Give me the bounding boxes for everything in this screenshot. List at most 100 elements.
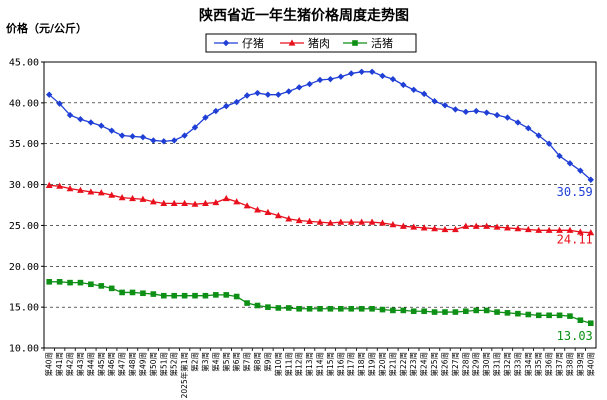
x-tick-label: 第52周 — [169, 352, 179, 377]
data-point — [576, 228, 584, 235]
data-point — [431, 98, 438, 105]
y-tick-label: 45.00 — [9, 58, 39, 69]
data-point — [348, 70, 355, 77]
legend: 仔猪 猪肉 活猪 — [205, 33, 417, 53]
data-point — [442, 309, 448, 315]
data-label: 30.59 — [557, 185, 593, 199]
data-point — [577, 317, 584, 324]
data-point — [566, 160, 574, 167]
data-point — [192, 292, 198, 299]
data-point — [264, 91, 272, 98]
series-group: 30.59 24.11 13.03 — [45, 68, 595, 343]
data-point — [285, 88, 292, 95]
x-tick-label: 第10周 — [273, 352, 283, 377]
series-3: 13.03 — [46, 279, 594, 343]
data-point — [545, 140, 553, 147]
data-point — [337, 218, 345, 225]
data-point — [181, 132, 188, 139]
data-point — [420, 90, 428, 98]
data-point — [150, 137, 157, 144]
x-tick-label: 第3周 — [200, 352, 210, 372]
data-point — [202, 292, 209, 299]
data-point — [212, 107, 220, 115]
data-point — [285, 215, 293, 222]
data-point — [265, 304, 271, 310]
x-tick-label: 第24周 — [419, 352, 429, 377]
data-point — [369, 305, 375, 312]
data-point — [202, 199, 209, 206]
data-point — [483, 109, 490, 116]
data-point — [379, 306, 386, 313]
data-point — [118, 194, 126, 201]
x-tick-label: 第14周 — [315, 352, 325, 377]
data-point — [556, 312, 563, 319]
data-point — [149, 198, 157, 205]
y-tick-label: 20.00 — [9, 262, 39, 273]
data-point — [483, 307, 490, 314]
x-tick-label: 第40周 — [44, 352, 54, 377]
data-point — [295, 216, 303, 224]
x-tick-label: 第48周 — [127, 352, 137, 377]
x-tick-label: 第31周 — [492, 352, 502, 377]
data-point — [264, 208, 272, 215]
data-point — [171, 292, 177, 299]
data-point — [441, 225, 449, 233]
data-point — [587, 320, 594, 327]
data-point — [77, 116, 84, 123]
data-point — [191, 200, 199, 207]
x-tick-label: 2025年第1周 — [179, 352, 189, 398]
data-point — [285, 305, 292, 311]
data-point — [306, 80, 313, 88]
x-tick-label: 第50周 — [148, 352, 158, 377]
x-tick-label: 第16周 — [335, 352, 345, 377]
data-point — [545, 226, 553, 233]
data-point — [118, 132, 126, 139]
chart-title: 陕西省近一年生猪价格周度走势图 — [199, 7, 409, 24]
y-tick-label: 25.00 — [9, 221, 39, 232]
x-tick-label: 第7周 — [242, 352, 252, 372]
x-tick-label: 第32周 — [502, 352, 512, 377]
data-point — [473, 107, 480, 115]
data-point — [160, 138, 167, 145]
data-point — [223, 102, 230, 110]
data-point — [389, 75, 397, 83]
data-point — [463, 308, 469, 315]
data-point — [431, 309, 438, 315]
data-point — [379, 219, 386, 226]
x-tick-label: 第49周 — [137, 352, 147, 377]
data-point — [348, 305, 355, 312]
x-tick-label: 第4周 — [210, 352, 220, 372]
data-point — [441, 102, 449, 109]
x-tick-label: 第5周 — [221, 352, 231, 372]
data-point — [223, 292, 230, 298]
data-point — [452, 106, 459, 113]
data-point — [56, 182, 64, 189]
data-point — [77, 186, 84, 193]
data-point — [233, 293, 240, 300]
data-point — [202, 114, 209, 121]
x-tick-label: 第37周 — [554, 352, 564, 377]
data-point — [410, 86, 417, 93]
data-point — [514, 225, 522, 232]
x-tick-label: 第27周 — [450, 352, 460, 377]
x-tick-label: 第47周 — [117, 352, 127, 377]
data-point — [139, 195, 147, 202]
data-point — [66, 111, 74, 119]
data-point — [494, 309, 500, 315]
data-point — [275, 305, 282, 311]
x-tick-label: 第45周 — [96, 352, 106, 377]
data-point — [233, 198, 241, 205]
data-point — [160, 292, 167, 299]
data-point — [368, 68, 376, 76]
data-point — [358, 68, 365, 76]
data-point — [243, 92, 251, 99]
x-tick-label: 第22周 — [398, 352, 408, 377]
data-point — [399, 222, 407, 229]
data-point — [66, 185, 74, 192]
data-point — [233, 98, 240, 106]
x-tick-label: 第18周 — [356, 352, 366, 377]
data-point — [535, 132, 542, 139]
data-point — [108, 127, 115, 134]
x-tick-label: 第26周 — [439, 352, 449, 377]
data-point — [577, 167, 584, 174]
